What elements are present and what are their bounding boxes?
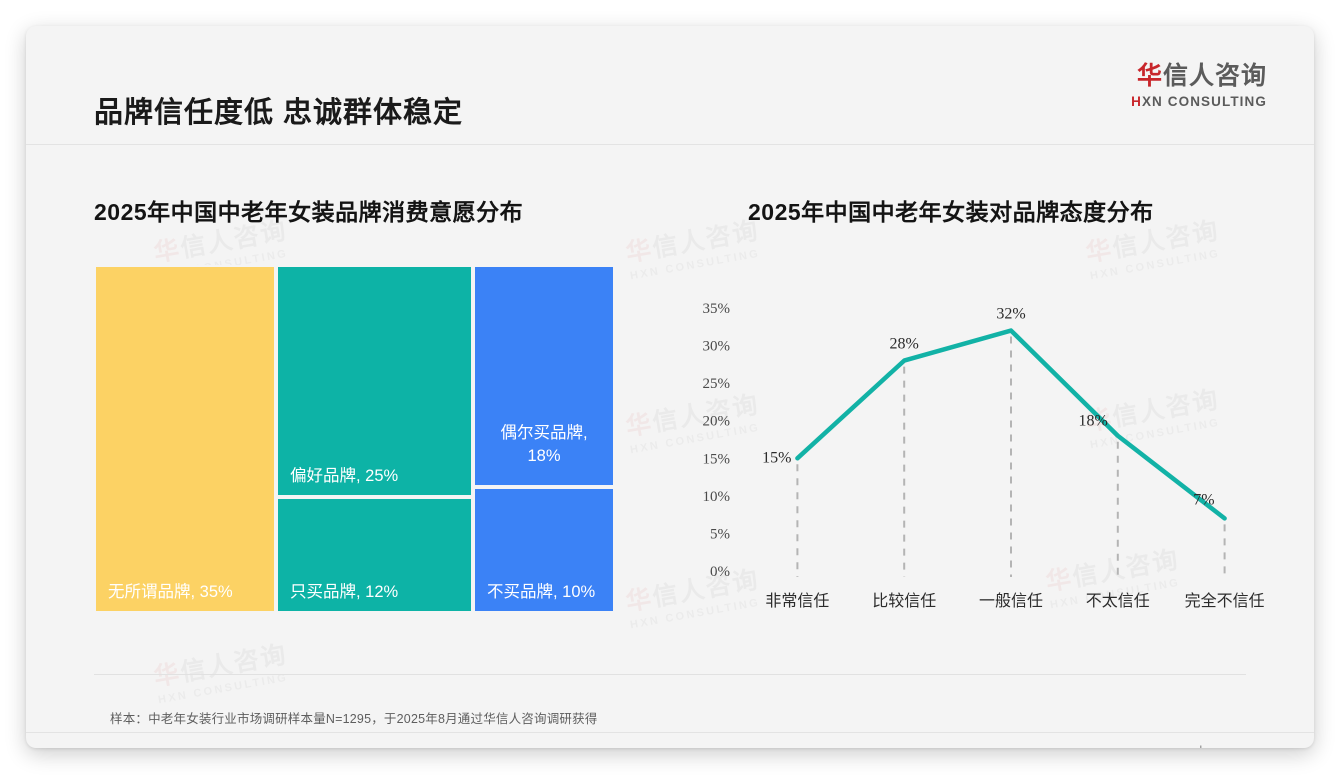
x-axis-tick-label: 不太信任	[1086, 592, 1150, 610]
x-axis-tick-labels: 非常信任 比较信任 一般信任 不太信任 完全不信任	[765, 592, 1264, 610]
slide-canvas: 华信人咨询 HXN CONSULTING 华信人咨询 HXN CONSULTIN…	[26, 26, 1314, 748]
line-chart-svg: 0% 5% 10% 15% 20% 25% 30% 35% 15% 28% 32% 18% 7% 非常…	[703, 301, 1265, 610]
y-axis-tick-labels: 0% 5% 10% 15% 20% 25% 30% 35%	[703, 301, 731, 580]
left-chart-heading: 2025年中国中老年女装品牌消费意愿分布	[94, 199, 524, 225]
line-chart: 0% 5% 10% 15% 20% 25% 30% 35% 15% 28% 32% 18% 7% 非常…	[666, 276, 1286, 616]
treemap-tile-label: 不买品牌, 10%	[487, 582, 596, 601]
watermark-cn-rest: 信人咨询	[650, 216, 762, 263]
y-axis-tick-label: 30%	[703, 339, 731, 355]
y-axis-tick-label: 35%	[703, 301, 731, 317]
brand-logo: 华信人咨询 HXN CONSULTING	[1131, 62, 1267, 109]
x-axis-tick-label: 比较信任	[872, 592, 936, 610]
page-title: 品牌信任度低 忠诚群体稳定	[94, 97, 464, 129]
footer-divider	[26, 732, 1314, 733]
treemap-tile[interactable]: 不买品牌, 10%	[473, 487, 615, 613]
footer-copyright: ©2025.10 HXR华信人咨询	[94, 744, 241, 748]
treemap-tile-label-line1: 偶尔买品牌,	[500, 424, 588, 443]
brand-logo-en-rest: XN CONSULTING	[1141, 93, 1267, 109]
watermark-cn-red: 华	[151, 235, 184, 268]
data-point-label: 7%	[1193, 491, 1214, 508]
right-chart-heading: 2025年中国中老年女装对品牌态度分布	[748, 199, 1154, 225]
brand-logo-cn: 华信人咨询	[1131, 62, 1267, 91]
treemap-tile[interactable]: 只买品牌, 12%	[276, 497, 473, 613]
series-line[interactable]	[795, 328, 1227, 521]
y-axis-tick-label: 20%	[703, 414, 731, 430]
watermark-cn-rest: 信人咨询	[178, 640, 290, 687]
y-axis-tick-label: 5%	[710, 526, 730, 542]
treemap-tile-label: 只买品牌, 12%	[290, 582, 399, 601]
watermark-cn-red: 华	[151, 659, 184, 692]
watermark-cn-red: 华	[1083, 235, 1116, 268]
treemap-tile[interactable]: 无所谓品牌, 35%	[94, 265, 276, 613]
footer-website[interactable]: www.hxrcon.com	[1170, 744, 1264, 748]
watermark-cn-red: 华	[623, 235, 656, 268]
treemap-tile-label: 偶尔买品牌, 18%	[475, 422, 613, 467]
treemap-tile[interactable]: 偶尔买品牌, 18%	[473, 265, 615, 487]
treemap-tile-label-line2: 18%	[527, 446, 561, 465]
data-point-label: 32%	[996, 306, 1025, 323]
brand-logo-cn-red: 华	[1136, 62, 1163, 90]
header-divider	[26, 144, 1314, 145]
watermark-cn-red: 华	[623, 584, 656, 617]
treemap-chart: 无所谓品牌, 35% 偏好品牌, 25% 只买品牌, 12% 偶尔买品牌, 18…	[94, 265, 615, 613]
brand-logo-en-red: H	[1131, 93, 1142, 109]
watermark: 华信人咨询 HXN CONSULTING	[623, 211, 764, 283]
footnote-divider	[94, 674, 1246, 675]
x-axis-tick-label: 一般信任	[979, 592, 1043, 610]
data-point-label: 15%	[762, 449, 791, 466]
y-axis-tick-label: 10%	[703, 489, 731, 505]
x-axis-tick-label: 非常信任	[765, 592, 829, 610]
category-drop-lines	[796, 336, 1226, 577]
data-point-labels: 15% 28% 32% 18% 7%	[762, 306, 1215, 509]
y-axis-tick-label: 0%	[710, 564, 730, 580]
treemap-tile-label: 无所谓品牌, 35%	[108, 582, 233, 601]
watermark: 华信人咨询 HXN CONSULTING	[151, 635, 292, 707]
x-axis-tick-label: 完全不信任	[1185, 592, 1265, 610]
brand-logo-en: HXN CONSULTING	[1131, 94, 1267, 109]
watermark-en: HXN CONSULTING	[157, 671, 290, 707]
watermark-cn-red: 华	[623, 409, 656, 442]
y-axis-tick-label: 25%	[703, 376, 731, 392]
y-axis-tick-label: 15%	[703, 451, 731, 467]
brand-logo-cn-rest: 信人咨询	[1162, 62, 1267, 90]
treemap-tile[interactable]: 偏好品牌, 25%	[276, 265, 473, 497]
footnote-text: 样本：中老年女装行业市场调研样本量N=1295，于2025年8月通过华信人咨询调…	[110, 712, 598, 726]
treemap-tile-label: 偏好品牌, 25%	[290, 466, 399, 485]
data-point-label: 28%	[890, 336, 919, 353]
data-point-label: 18%	[1078, 413, 1107, 430]
